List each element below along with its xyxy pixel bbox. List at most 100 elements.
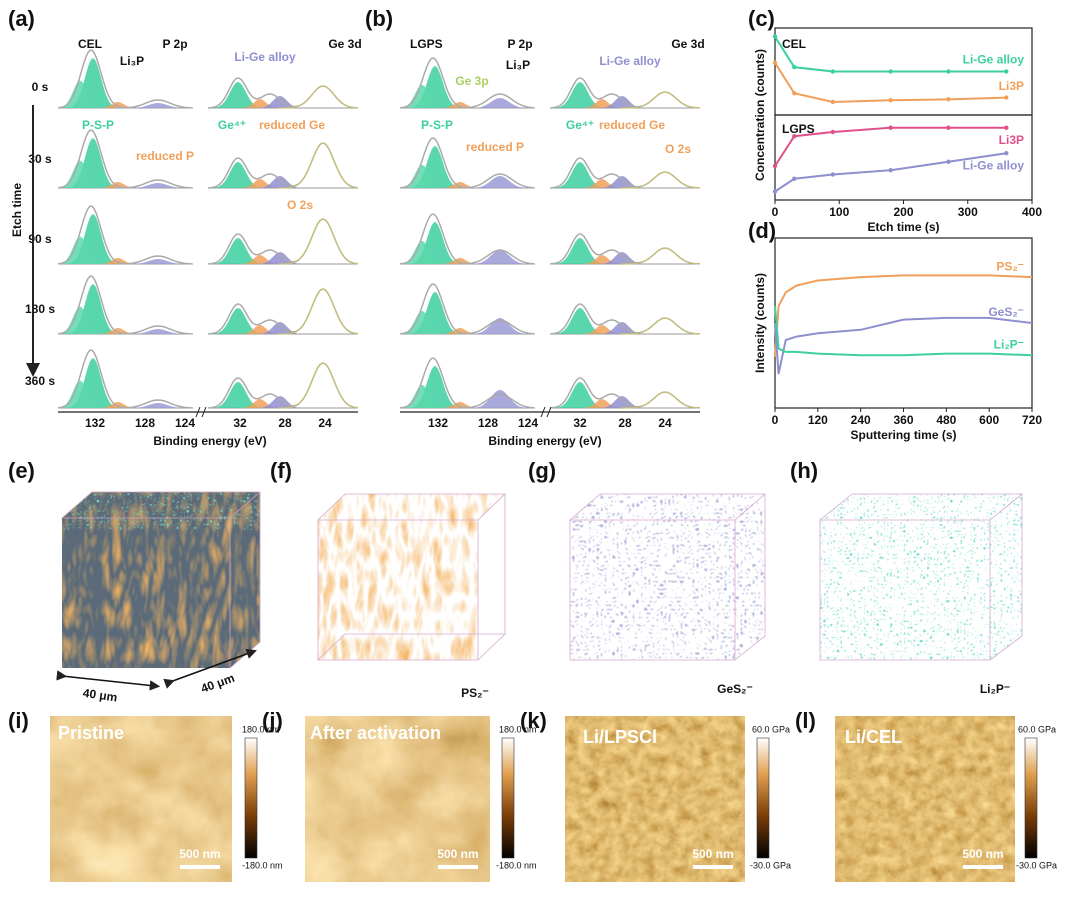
x-tick-label: 24: [658, 416, 672, 430]
data-point: [830, 172, 836, 177]
xps-peak: [208, 162, 358, 188]
xps-peak: [58, 236, 193, 264]
annotation: Li₃P: [120, 54, 144, 68]
xps-envelope: [57, 49, 193, 109]
xps-fit: [278, 288, 359, 335]
etch-time: 30 s: [28, 152, 52, 166]
xps-peak: [58, 102, 193, 108]
image-title: After activation: [310, 723, 441, 743]
image-title: Li/CEL: [845, 727, 902, 747]
xps-peak: [550, 308, 700, 334]
xps-peak: [400, 98, 535, 108]
data-point: [1004, 69, 1009, 74]
data-point: [792, 91, 797, 96]
data-point: [888, 98, 893, 103]
xps-peak: [58, 328, 193, 334]
legend-label: Li-Ge alloy: [963, 158, 1025, 172]
xps-fit: [278, 362, 359, 409]
annotation: Li-Ge alloy: [234, 50, 296, 64]
data-point: [792, 134, 797, 139]
xps-peak: [550, 82, 700, 108]
xps-peak: [400, 222, 535, 264]
xps-envelope: [57, 349, 193, 409]
panel-label: (c): [748, 6, 775, 31]
xps-peak: [400, 310, 535, 334]
annotation: reduced P: [466, 140, 524, 154]
scale-label: 500 nm: [437, 847, 478, 861]
image-title: Li/LPSCl: [583, 727, 657, 747]
x-tick-label: 28: [278, 416, 292, 430]
series-line: [774, 152, 1007, 193]
colorbar-label: 60.0 GPa: [752, 724, 790, 734]
data-point: [772, 163, 778, 169]
data-point: [946, 69, 951, 74]
xps-peak: [208, 238, 358, 264]
panel-label: (j): [262, 708, 283, 733]
panel-label: (a): [8, 6, 35, 31]
plot-frame: [774, 237, 1033, 409]
xps-fit: [278, 85, 359, 109]
xps-peak: [400, 250, 535, 264]
xps-peak: [400, 366, 535, 408]
y-axis-label: Concentration (counts): [753, 49, 767, 181]
etch-axis-label: Etch time: [10, 183, 24, 237]
colorbar-label: -180.0 nm: [242, 860, 283, 870]
colorbar-label: 60.0 GPa: [1018, 724, 1056, 734]
xps-fit: [278, 142, 359, 189]
data-point: [888, 168, 893, 173]
xps-peak: [58, 103, 193, 108]
x-axis-label: Binding energy (eV): [488, 434, 601, 448]
xps-peak: [400, 164, 535, 188]
xps-fit: [620, 247, 701, 265]
scale-label: 500 nm: [692, 847, 733, 861]
panel-label: (g): [528, 458, 556, 483]
annotation: O 2s: [287, 198, 313, 212]
region-label: P 2p: [162, 37, 187, 51]
annotation: Li₃P: [506, 58, 530, 72]
dimension-label: 40 μm: [199, 671, 236, 696]
xps-peak: [550, 162, 700, 188]
sample-label: CEL: [78, 37, 102, 51]
series-line: [774, 274, 1033, 358]
xps-peak: [58, 380, 193, 408]
x-tick-label: 0: [772, 205, 779, 219]
data-point: [772, 189, 778, 194]
xps-peak: [550, 382, 700, 408]
sample-label: LGPS: [410, 37, 443, 51]
panel-label: (i): [8, 708, 29, 733]
render-3d: [56, 491, 1024, 691]
xps-peak: [58, 138, 193, 188]
colorbar-label: -180.0 nm: [496, 860, 537, 870]
xps-envelope: [399, 57, 535, 109]
region-label: Ge 3d: [671, 37, 704, 51]
chart-title: LGPS: [782, 122, 815, 136]
data-point: [946, 159, 951, 164]
x-tick-label: 132: [428, 416, 448, 430]
xps-fit: [620, 317, 701, 335]
series-line: [774, 305, 1033, 357]
xps-envelope: [399, 137, 535, 189]
xps-peak: [400, 176, 535, 188]
xps-peak: [58, 403, 193, 408]
x-axis-label: Binding energy (eV): [153, 434, 266, 448]
series-line: [774, 316, 1033, 375]
xps-peak: [58, 306, 193, 334]
colorbar-label: -30.0 GPa: [750, 860, 791, 870]
xps-peak: [58, 182, 193, 188]
data-point: [1004, 125, 1009, 130]
x-tick-label: 480: [936, 413, 956, 427]
annotation: Ge⁴⁺: [218, 118, 246, 132]
xps-peak: [400, 318, 535, 334]
panel-label: (l): [795, 708, 816, 733]
xps-peak: [58, 284, 193, 334]
x-tick-label: 132: [85, 416, 105, 430]
series-line: [774, 126, 1007, 167]
xps-peak: [58, 58, 193, 108]
x-tick-label: 124: [175, 416, 195, 430]
x-tick-label: 200: [893, 205, 913, 219]
annotation: reduced Ge: [259, 118, 325, 132]
x-tick-label: 120: [808, 413, 828, 427]
data-point: [830, 69, 836, 74]
etch-time: 180 s: [25, 302, 55, 316]
dimension-label: 40 μm: [82, 686, 118, 705]
